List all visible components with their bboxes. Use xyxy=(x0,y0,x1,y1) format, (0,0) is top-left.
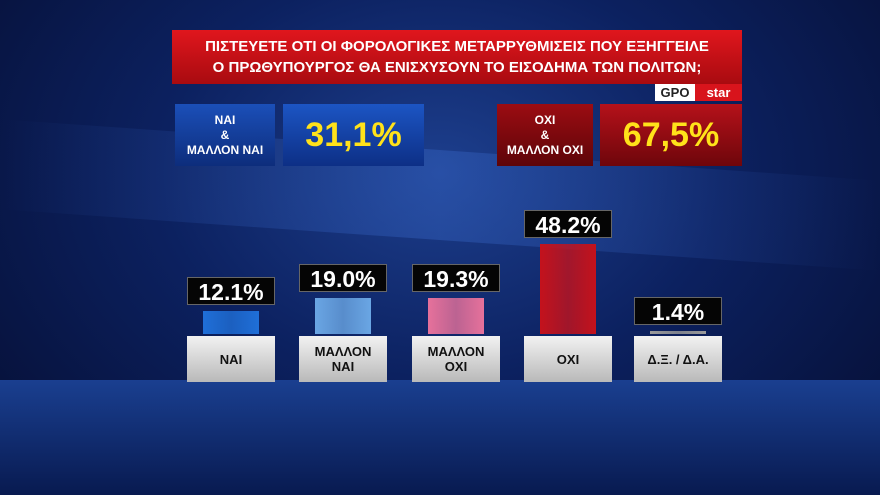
summary-value: 67,5% xyxy=(600,104,742,166)
summary-label-line: ΜΑΛΛΟΝ ΟΧΙ xyxy=(506,143,584,157)
bar xyxy=(650,331,706,334)
title-box: ΠΙΣΤΕΥΕΤΕ ΟΤΙ ΟΙ ΦΟΡΟΛΟΓΙΚΕΣ ΜΕΤΑΡΡΥΘΜΙΣ… xyxy=(172,30,742,84)
background-stripe xyxy=(0,119,880,271)
summary-value: 31,1% xyxy=(283,104,424,166)
summary-label-line: ΝΑΙ xyxy=(214,113,236,127)
summary-label-line: & xyxy=(540,128,550,142)
category-label: ΜΑΛΛΟΝ ΟΧΙ xyxy=(412,336,500,382)
category-label: ΟΧΙ xyxy=(524,336,612,382)
category-label: ΝΑΙ xyxy=(187,336,275,382)
title-line: ΠΙΣΤΕΥΕΤΕ ΟΤΙ ΟΙ ΦΟΡΟΛΟΓΙΚΕΣ ΜΕΤΑΡΡΥΘΜΙΣ… xyxy=(205,38,709,55)
logo: star xyxy=(695,84,742,101)
value-label: 12.1% xyxy=(187,277,275,306)
logo: GPO xyxy=(655,84,695,101)
bar xyxy=(540,243,596,334)
bar xyxy=(428,297,484,334)
category-label: ΜΑΛΛΟΝ ΝΑΙ xyxy=(299,336,387,382)
summary-label-line: & xyxy=(220,128,230,142)
summary-label-line: ΜΑΛΛΟΝ ΝΑΙ xyxy=(186,143,264,157)
category-label: Δ.Ξ. / Δ.Α. xyxy=(634,336,722,382)
value-label: 19.3% xyxy=(412,263,500,292)
floor xyxy=(0,380,880,495)
title-line: Ο ΠΡΩΘΥΠΟΥΡΓΟΣ ΘΑ ΕΝΙΣΧΥΣΟΥΝ ΤΟ ΕΙΣΟΔΗΜΑ… xyxy=(212,59,702,76)
bar xyxy=(203,311,259,334)
summary-label: ΟΧΙ & ΜΑΛΛΟΝ ΟΧΙ xyxy=(497,104,593,166)
summary-label: ΝΑΙ & ΜΑΛΛΟΝ ΝΑΙ xyxy=(175,104,275,166)
value-label: 1.4% xyxy=(634,297,722,326)
summary-label-line: ΟΧΙ xyxy=(534,113,556,127)
value-label: 48.2% xyxy=(524,209,612,238)
value-label: 19.0% xyxy=(299,264,387,293)
bar xyxy=(315,298,371,334)
